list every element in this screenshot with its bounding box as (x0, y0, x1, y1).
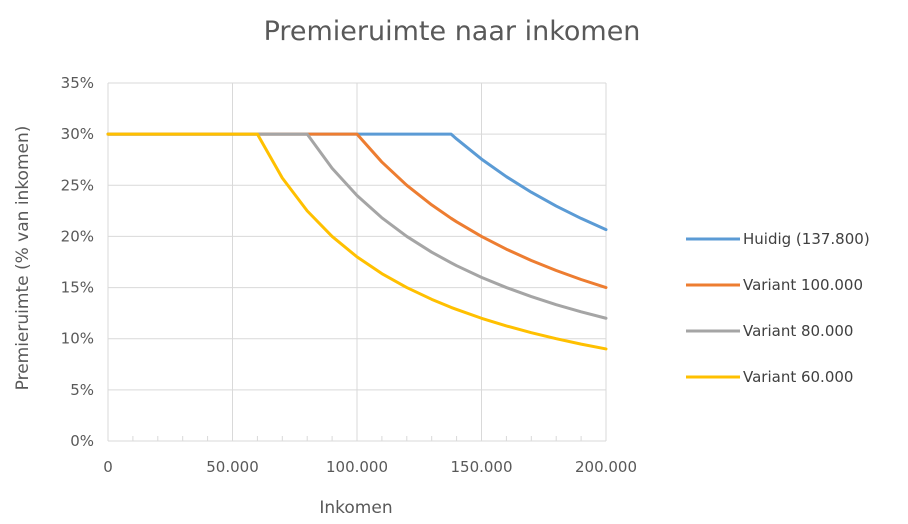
legend: Huidig (137.800) Variant 100.000 Variant 8… (686, 230, 870, 386)
chart-title: Premieruimte naar inkomen (264, 16, 641, 47)
legend-label: Huidig (137.800) (743, 230, 870, 248)
y-tick-label: 15% (61, 279, 94, 297)
y-tick-label: 10% (61, 330, 94, 348)
x-axis-title: Inkomen (319, 498, 392, 518)
y-tick-label: 0% (70, 432, 94, 450)
x-tick-label: 150.000 (450, 458, 512, 476)
legend-label: Variant 100.000 (743, 276, 863, 294)
x-tick-label: 0 (103, 458, 113, 476)
y-axis-title: Premieruimte (% van inkomen) (13, 126, 33, 391)
y-tick-label: 25% (61, 176, 94, 194)
y-tick-label: 30% (61, 125, 94, 143)
y-tick-label: 35% (61, 74, 94, 92)
x-tick-label: 50.000 (206, 458, 259, 476)
x-tick-label: 200.000 (575, 458, 637, 476)
y-tick-label: 5% (70, 381, 94, 399)
x-tick-label: 100.000 (326, 458, 388, 476)
y-tick-label: 20% (61, 227, 94, 245)
legend-label: Variant 60.000 (743, 368, 853, 386)
series-line (106, 132, 608, 351)
series-lines (106, 132, 608, 351)
axes: 0% 5% 10% 15% 20% 25% 30% 35% 0 50.000 100.000 150.… (61, 74, 637, 476)
legend-label: Variant 80.000 (743, 322, 853, 340)
